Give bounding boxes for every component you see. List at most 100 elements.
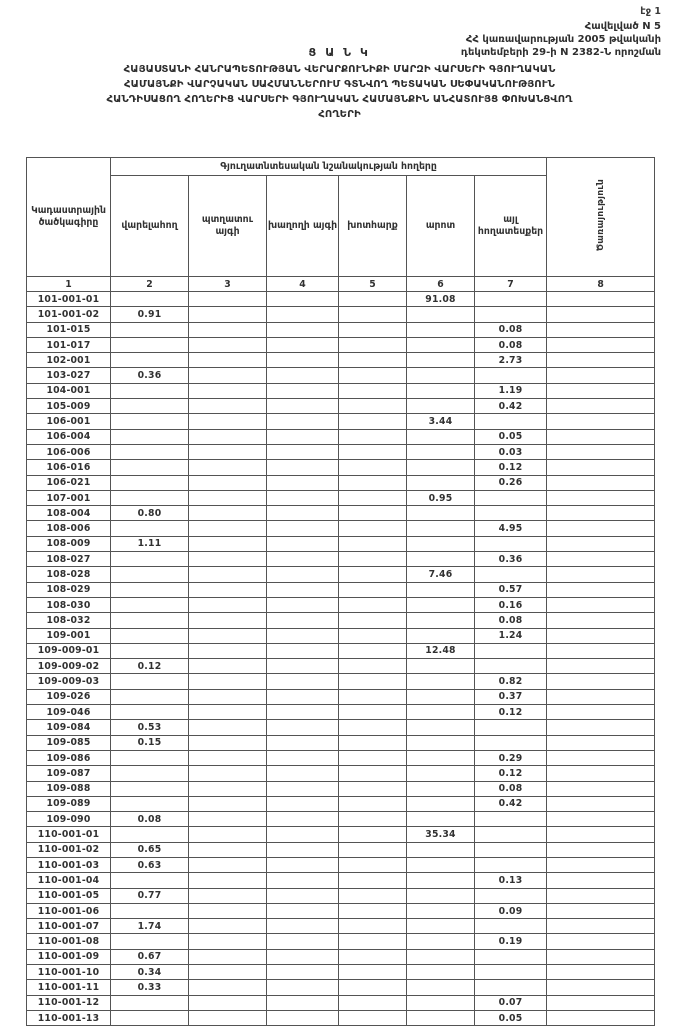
table-row: 108-006 4.95 bbox=[26, 520, 656, 537]
cell-value-6 bbox=[406, 336, 475, 354]
cell-value-5 bbox=[338, 489, 407, 507]
table-row: 109-085 0.15 bbox=[26, 734, 656, 751]
colnum-1: 1 bbox=[26, 276, 111, 292]
cell-value-3 bbox=[188, 658, 267, 675]
cell-value-7: 0.13 bbox=[473, 872, 548, 889]
cell-value-2 bbox=[110, 902, 189, 920]
cell-value-2 bbox=[110, 520, 189, 537]
cell-value-3 bbox=[188, 918, 267, 935]
table-row: 110-001-02 0.65 bbox=[26, 841, 656, 858]
cell-value-7 bbox=[473, 948, 548, 966]
title-line-1: ՀԱՅԱՍՏԱՆԻ ՀԱՆՐԱՊԵՏՈՒԹՅԱՆ ՎԵՐԱՐՔՈՒՆԻՔԻ ՄԱ… bbox=[123, 64, 556, 75]
cell-value-7: 0.05 bbox=[473, 428, 548, 445]
cell-value-7 bbox=[473, 367, 548, 384]
cell-cadastre-code: 109-090 bbox=[26, 811, 111, 828]
cell-cadastre-code: 109-046 bbox=[26, 704, 111, 721]
colnum-4: 4 bbox=[266, 276, 339, 292]
cell-value-6 bbox=[406, 964, 475, 981]
table-row: 106-016 0.12 bbox=[26, 459, 656, 476]
cell-value-3 bbox=[188, 627, 267, 644]
title-block: Ց Ա Ն Կ ՀԱՅԱՍՏԱՆԻ ՀԱՆՐԱՊԵՏՈՒԹՅԱՆ ՎԵՐԱՐՔՈ… bbox=[0, 46, 679, 123]
cell-value-7 bbox=[473, 642, 548, 660]
cell-value-5 bbox=[338, 887, 407, 904]
cell-value-2: 1.11 bbox=[110, 535, 189, 553]
table-row: 109-089 0.42 bbox=[26, 795, 656, 813]
cell-cadastre-code: 109-084 bbox=[26, 719, 111, 736]
cell-value-2 bbox=[110, 321, 189, 338]
cell-cadastre-code: 110-001-08 bbox=[26, 933, 111, 950]
cell-cadastre-code: 105-009 bbox=[26, 398, 111, 415]
cell-value-4 bbox=[266, 704, 339, 721]
cell-value-4 bbox=[266, 887, 339, 904]
cell-value-8 bbox=[546, 918, 656, 935]
cell-value-3 bbox=[188, 979, 267, 996]
cell-value-2: 0.12 bbox=[110, 658, 189, 675]
cell-value-7: 1.24 bbox=[473, 627, 548, 644]
cell-value-6 bbox=[406, 398, 475, 415]
cell-cadastre-code: 109-009-01 bbox=[26, 642, 111, 660]
cell-value-8 bbox=[546, 979, 656, 996]
cell-value-3 bbox=[188, 872, 267, 889]
cell-value-8 bbox=[546, 902, 656, 920]
cell-value-5 bbox=[338, 382, 407, 400]
cell-value-6 bbox=[406, 780, 475, 797]
cell-value-3 bbox=[188, 734, 267, 751]
cell-value-6: 91.08 bbox=[406, 290, 475, 308]
page-title: Ց Ա Ն Կ bbox=[308, 46, 371, 59]
cell-value-2 bbox=[110, 443, 189, 461]
cell-value-4 bbox=[266, 459, 339, 476]
cell-value-7: 1.19 bbox=[473, 382, 548, 400]
cell-value-8 bbox=[546, 795, 656, 813]
cell-value-4 bbox=[266, 352, 339, 369]
cell-cadastre-code: 108-006 bbox=[26, 520, 111, 537]
cell-value-3 bbox=[188, 443, 267, 461]
cell-value-4 bbox=[266, 964, 339, 981]
cell-value-2: 0.36 bbox=[110, 367, 189, 384]
cell-value-5 bbox=[338, 994, 407, 1011]
cell-value-3 bbox=[188, 673, 267, 690]
cell-value-2 bbox=[110, 795, 189, 813]
cell-value-8 bbox=[546, 719, 656, 736]
cell-value-5 bbox=[338, 367, 407, 384]
table-row: 109-086 0.29 bbox=[26, 749, 656, 767]
cell-value-4 bbox=[266, 811, 339, 828]
cell-value-5 bbox=[338, 1009, 407, 1026]
table-row: 106-006 0.03 bbox=[26, 443, 656, 461]
cell-value-8 bbox=[546, 734, 656, 751]
cell-cadastre-code: 109-001 bbox=[26, 627, 111, 644]
cell-value-8 bbox=[546, 443, 656, 461]
cell-value-7: 0.08 bbox=[473, 336, 548, 354]
cell-value-8 bbox=[546, 566, 656, 583]
cell-value-2 bbox=[110, 566, 189, 583]
cell-value-5 bbox=[338, 841, 407, 858]
cell-value-2 bbox=[110, 474, 189, 491]
cell-value-2 bbox=[110, 428, 189, 445]
cell-value-6 bbox=[406, 749, 475, 767]
cell-value-7 bbox=[473, 719, 548, 736]
cell-cadastre-code: 109-089 bbox=[26, 795, 111, 813]
cell-value-2: 0.63 bbox=[110, 856, 189, 874]
cell-value-5 bbox=[338, 336, 407, 354]
cell-value-5 bbox=[338, 306, 407, 323]
cell-value-8 bbox=[546, 551, 656, 568]
cadastre-table: Կադաստրային ծածկագիրը Գյուղատնտեսական նշ… bbox=[26, 157, 656, 1026]
cell-value-4 bbox=[266, 994, 339, 1011]
table-row: 110-001-10 0.34 bbox=[26, 964, 656, 981]
table-row: 110-001-01 35.34 bbox=[26, 826, 656, 843]
table-row: 104-001 1.19 bbox=[26, 382, 656, 400]
cell-value-3 bbox=[188, 474, 267, 491]
table-row: 110-001-06 0.09 bbox=[26, 902, 656, 920]
cell-value-8 bbox=[546, 704, 656, 721]
cell-value-6 bbox=[406, 352, 475, 369]
header-orchard: պտղատու այգի bbox=[188, 175, 267, 277]
table-row: 101-015 0.08 bbox=[26, 321, 656, 338]
cell-value-5 bbox=[338, 704, 407, 721]
cell-value-3 bbox=[188, 321, 267, 338]
cell-value-7: 0.03 bbox=[473, 443, 548, 461]
cell-value-7 bbox=[473, 918, 548, 935]
cell-value-2: 0.33 bbox=[110, 979, 189, 996]
cell-value-8 bbox=[546, 367, 656, 384]
table-row: 110-001-08 0.19 bbox=[26, 933, 656, 950]
cell-value-3 bbox=[188, 902, 267, 920]
table-row: 110-001-05 0.77 bbox=[26, 887, 656, 904]
